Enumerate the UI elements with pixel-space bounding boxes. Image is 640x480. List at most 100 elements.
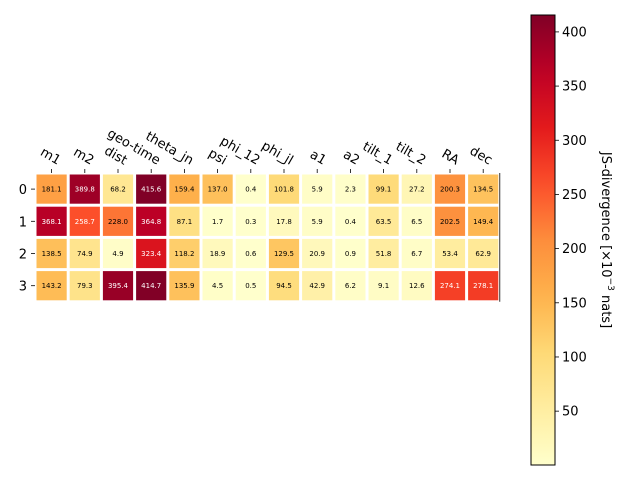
heatmap-cell [69,174,100,204]
cell-value-label: 143.2 [42,282,62,290]
heatmap-cell [102,174,134,204]
cell-value-label: 62.9 [475,250,491,258]
cell-value-label: 149.4 [473,218,494,226]
cell-value-label: 74.9 [77,250,93,258]
heatmap-cell [202,206,233,236]
heatmap-cell [102,271,134,301]
cell-value-label: 414.7 [141,282,161,290]
cell-value-label: 415.6 [141,186,162,194]
cell-value-label: 0.6 [245,250,257,258]
heatmap-cell [136,238,167,269]
cell-value-label: 138.5 [42,250,62,258]
heatmap-cell [36,206,67,236]
colorbar-tick-label: 250 [562,188,587,203]
heatmap-cell [169,206,200,236]
cell-value-label: 5.9 [312,186,323,194]
cell-value-label: 2.3 [345,186,356,194]
cell-value-label: 18.9 [210,250,226,258]
cell-value-label: 63.5 [376,218,392,226]
heatmap-cell [36,271,67,301]
heatmap-cell [169,174,200,204]
heatmap-cell [302,271,333,301]
heatmap-cell [136,174,167,204]
cell-value-label: 79.3 [77,282,93,290]
cell-value-label: 137.0 [208,186,228,194]
cell-value-label: 278.1 [473,282,493,290]
column-label: phi_jl [259,139,296,169]
heatmap-cell [368,238,399,269]
heatmap-cell [102,206,134,236]
cell-value-label: 135.9 [174,282,194,290]
heatmap-cells: 181.1 389.8 68.2 415.6 159.4 137.0 0.4 101.8 5.9… [36,173,501,302]
cell-value-label: 274.1 [440,282,460,290]
cell-value-label: 134.5 [473,186,493,194]
colorbar-tick-label: 400 [562,25,587,40]
row-labels: 0 1 2 3 [19,183,35,295]
heatmap-cell [468,271,499,301]
heatmap-cell [169,238,200,269]
cell-value-label: 94.5 [276,282,292,290]
column-label: tilt_2 [393,139,428,168]
cell-value-label: 4.9 [112,250,123,258]
cell-value-label: 364.8 [141,218,161,226]
heatmap-cell [169,271,200,301]
cell-value-label: 0.9 [345,250,356,258]
cell-value-label: 68.2 [110,186,126,194]
heatmap-cell [401,238,432,269]
heatmap-cell [202,271,233,301]
heatmap-cell [434,174,466,204]
row-label: 2 [19,248,27,263]
cell-value-label: 17.8 [276,218,292,226]
cell-value-label: 42.9 [309,282,325,290]
cell-value-label: 258.7 [75,218,95,226]
heatmap-cell [202,174,233,204]
cell-value-label: 20.9 [309,250,325,258]
colorbar-tick-label: 350 [562,80,587,95]
colorbar-tick-label: 200 [562,242,587,257]
column-label: m1 [37,145,63,168]
heatmap-cell [335,238,366,269]
cell-value-label: 5.9 [312,218,323,226]
cell-value-label: 389.8 [75,186,95,194]
colorbar-tick-label: 150 [562,296,587,311]
cell-value-label: 181.1 [42,186,62,194]
cell-value-label: 118.2 [174,250,194,258]
row-label: 0 [19,183,27,198]
heatmap-cell [368,271,399,301]
cell-value-label: 51.8 [376,250,392,258]
column-label: m2 [71,145,97,168]
heatmap-cell [434,238,466,269]
cell-value-label: 6.5 [411,218,422,226]
cell-value-label: 9.1 [378,282,389,290]
heatmap-cell [69,271,100,301]
heatmap-cell [268,206,300,236]
cell-value-label: 87.1 [177,218,193,226]
cell-value-label: 12.6 [409,282,425,290]
heatmap-cell [302,206,333,236]
heatmap-cell [136,271,167,301]
heatmap-cell [268,238,300,269]
heatmap-cell [368,174,399,204]
heatmap-cell [268,271,300,301]
cell-value-label: 159.4 [174,186,195,194]
cell-value-label: 53.4 [442,250,458,258]
heatmap-cell [368,206,399,236]
heatmap-cell [401,174,432,204]
colorbar-tick-label: 50 [562,405,579,420]
cell-value-label: 129.5 [274,250,294,258]
cell-value-label: 4.5 [212,282,223,290]
cell-value-label: 99.1 [376,186,392,194]
cell-value-label: 200.3 [440,186,460,194]
row-label: 1 [19,215,27,230]
heatmap-cell [401,206,432,236]
cell-value-label: 101.8 [274,186,294,194]
column-label: a2 [340,147,362,168]
cell-value-label: 368.1 [42,218,62,226]
colorbar-ticks: 50 100 150 200 250 300 350 400 [555,25,587,420]
heatmap-cell [302,174,333,204]
cell-value-label: 0.4 [245,186,257,194]
heatmap-cell [36,238,67,269]
heatmap-cell [468,206,499,236]
